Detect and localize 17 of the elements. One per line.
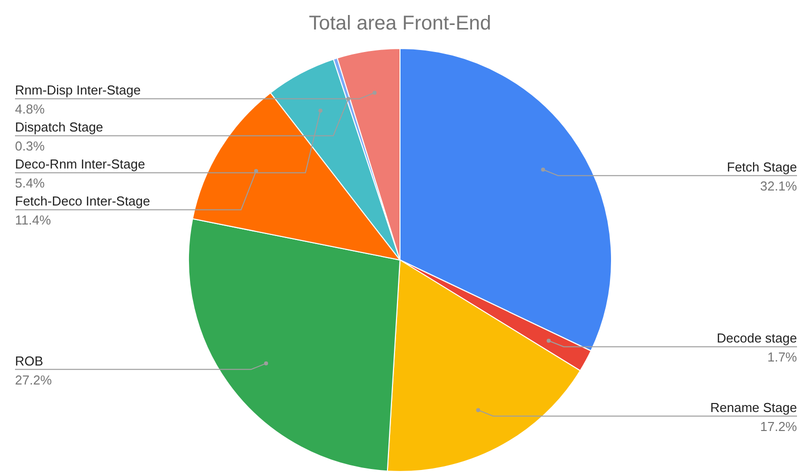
slice-label: ROB <box>15 353 44 368</box>
data-label: 0.3% <box>15 138 46 154</box>
slice-label: Deco-Rnm Inter-Stage <box>15 156 146 172</box>
data-label: 5.4% <box>15 176 46 191</box>
slice-label: Fetch Stage <box>726 160 797 175</box>
slice-label: Fetch-Deco Inter-Stage <box>15 194 150 209</box>
slice-label: Decode stage <box>716 330 797 346</box>
chart-title: Total area Front-End <box>308 12 492 35</box>
data-label: 17.2% <box>760 419 798 434</box>
slice-label: Rename Stage <box>710 400 797 416</box>
data-label: 4.8% <box>15 102 46 117</box>
slice-label: Rnm-Disp Inter-Stage <box>15 82 141 98</box>
data-label: 27.2% <box>15 372 52 388</box>
data-label: 1.7% <box>767 350 798 365</box>
data-label: 32.1% <box>760 178 798 194</box>
data-label: 11.4% <box>15 212 52 228</box>
slice-label: Dispatch Stage <box>15 120 104 135</box>
